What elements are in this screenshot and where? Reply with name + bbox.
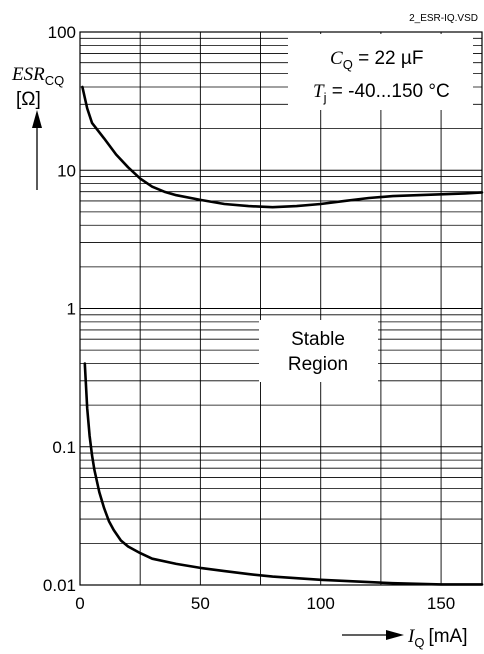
file-name: 2_ESR-IQ.VSD — [409, 13, 478, 24]
y-axis-arrow — [32, 110, 42, 190]
plot-frame — [79, 31, 483, 586]
region-label-line1: Stable — [291, 329, 345, 350]
cq-annotation: CQ = 22 µF — [330, 48, 423, 72]
lower-boundary-curve — [83, 362, 484, 586]
y-axis-label: ESRCQ — [11, 64, 64, 88]
y-tick-label: 0.1 — [52, 438, 76, 457]
x-tick-label: 100 — [307, 594, 335, 613]
y-tick-label: 10 — [57, 161, 76, 180]
region-label-box — [259, 320, 378, 382]
curves — [81, 85, 484, 586]
x-tick-label: 50 — [191, 594, 210, 613]
x-axis-arrow — [342, 630, 404, 640]
y-tick-label: 1 — [67, 300, 76, 319]
grid — [80, 32, 482, 585]
y-tick-label: 100 — [48, 23, 76, 42]
y-tick-label: 0.01 — [43, 576, 76, 595]
tj-annotation: Tj = -40...150 °C — [313, 81, 450, 105]
annotation-box — [288, 34, 473, 110]
y-axis-unit: [Ω] — [16, 89, 41, 110]
x-tick-label: 0 — [75, 594, 84, 613]
x-axis-label: IQ [mA] — [407, 626, 468, 650]
region-label-line2: Region — [288, 354, 348, 375]
upper-boundary-curve — [81, 85, 484, 209]
x-tick-label: 150 — [427, 594, 455, 613]
tick-labels: 0.01 0.1 1 10 100 0 50 100 150 — [43, 23, 455, 613]
